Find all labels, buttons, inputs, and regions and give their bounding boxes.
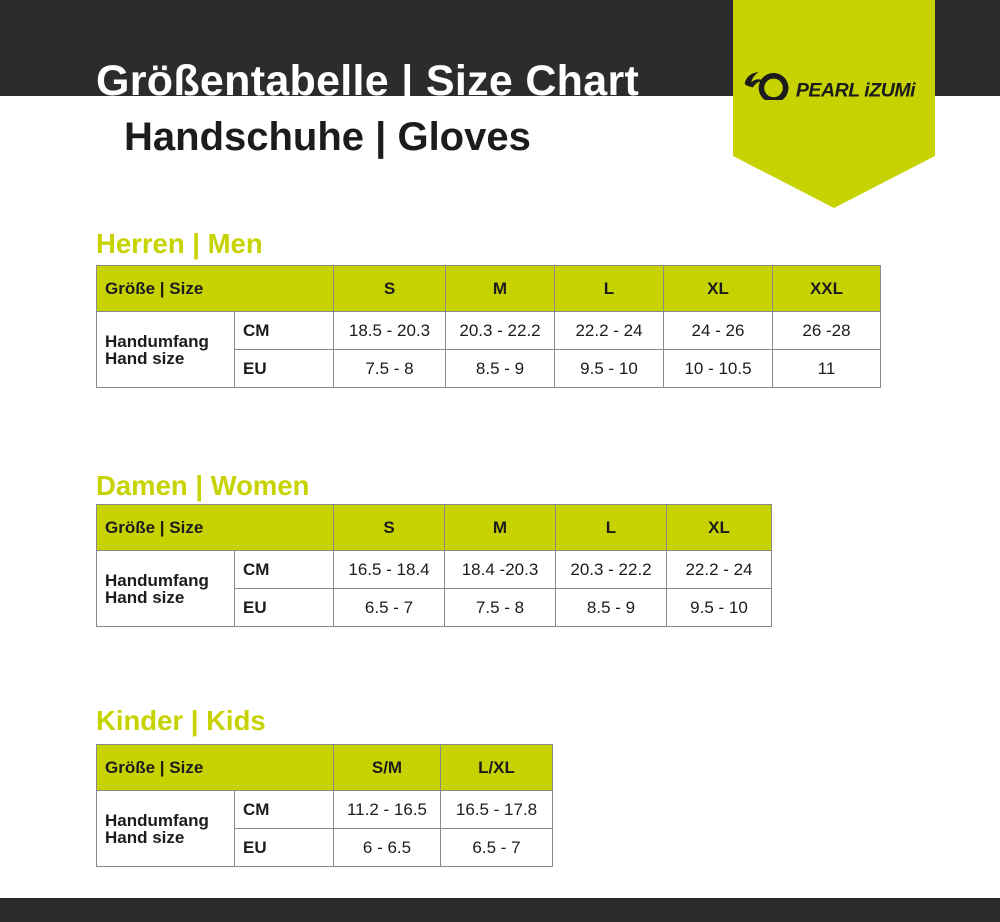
svg-text:PEARL iZUMi: PEARL iZUMi [796,80,916,100]
